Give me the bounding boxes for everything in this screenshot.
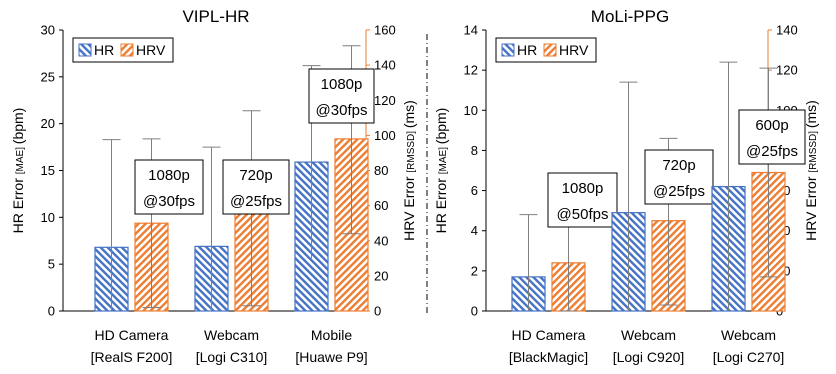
category-label: Mobile [311, 327, 352, 343]
category-sublabel: [Huawe P9] [295, 349, 367, 365]
y-tick-label: 20 [41, 116, 55, 131]
y2-axis-label-unit: (ms) [803, 100, 819, 128]
y2-axis-label: HRV Error [RMSSD] (ms) [803, 100, 819, 241]
resolution-box [308, 68, 375, 124]
category-sublabel: [BlackMagic] [509, 349, 588, 365]
y2-axis-label: HRV Error [RMSSD] (ms) [401, 100, 417, 241]
y2-tick-label: 0 [374, 304, 381, 319]
category-label: Webcam [621, 327, 676, 343]
legend-swatch-hrv [120, 43, 134, 57]
category-label: HD Camera [512, 327, 586, 343]
y-axis-label-unit: (bpm) [433, 108, 449, 145]
chart-panel-vipl-hr: VIPL-HR 0 5 10 15 20 25 30 0 20 40 60 80 100 120 140 160… [10, 7, 417, 365]
y2-axis-label-sub: [RMSSD] [808, 128, 819, 172]
resolution-label: 720p [662, 157, 695, 174]
y-tick-label: 14 [464, 23, 478, 38]
legend-swatch-hrv [543, 43, 557, 57]
category-label: Webcam [721, 327, 776, 343]
y2-axis-label-sub: [RMSSD] [406, 128, 417, 172]
category-sublabel: [Logi C310] [196, 349, 268, 365]
resolution-label: 1080p [148, 167, 190, 184]
fps-label: @25fps [230, 193, 282, 210]
resolution-box [738, 109, 806, 165]
chart-title: VIPL-HR [182, 7, 249, 26]
y-axis-label-sub: [MAE] [15, 144, 26, 174]
y-axis-label-sub: [MAE] [438, 144, 449, 174]
y-tick-label: 10 [41, 210, 55, 225]
resolution-box [644, 149, 714, 205]
legend-swatch-hr [501, 43, 515, 57]
y-tick-label: 4 [471, 223, 478, 238]
resolution-label: 1080p [321, 76, 363, 93]
resolution-label: 1080p [562, 180, 604, 197]
y-axis-label-main: HR Error [433, 174, 449, 233]
legend-label-hrv: HRV [136, 42, 166, 58]
fps-label: @30fps [143, 193, 195, 210]
y-axis-label-main: HR Error [10, 174, 26, 233]
y2-tick-label: 80 [374, 163, 388, 178]
y-tick-label: 0 [471, 304, 478, 319]
y2-tick-label: 40 [374, 233, 388, 248]
y2-tick-label: 100 [374, 128, 396, 143]
y-tick-label: 5 [48, 257, 55, 272]
y-tick-label: 2 [471, 263, 478, 278]
y-tick-label: 12 [464, 63, 478, 78]
fps-label: @30fps [316, 102, 368, 119]
y-axis-label: HR Error [MAE] (bpm) [433, 108, 449, 234]
fps-label: @25fps [746, 143, 798, 160]
fps-label: @50fps [557, 206, 609, 223]
y-tick-label: 30 [41, 23, 55, 38]
y-tick-label: 0 [48, 304, 55, 319]
y2-tick-label: 160 [374, 23, 396, 38]
legend-label-hr: HR [517, 42, 537, 58]
legend-label-hrv: HRV [559, 42, 589, 58]
y-tick-label: 10 [464, 103, 478, 118]
resolution-label: 720p [239, 167, 272, 184]
fps-label: @25fps [653, 183, 705, 200]
category-label: HD Camera [95, 327, 169, 343]
y-tick-label: 25 [41, 69, 55, 84]
y-tick-label: 8 [471, 143, 478, 158]
category-sublabel: [Logi C920] [613, 349, 685, 365]
y2-tick-label: 20 [374, 268, 388, 283]
y-tick-label: 15 [41, 163, 55, 178]
resolution-box [222, 159, 290, 215]
legend-label-hr: HR [94, 42, 114, 58]
y2-tick-label: 140 [374, 58, 396, 73]
y-axis-label: HR Error [MAE] (bpm) [10, 108, 26, 234]
y-axis-label-unit: (bpm) [10, 108, 26, 145]
chart-title: MoLi-PPG [591, 7, 669, 26]
category-label: Webcam [204, 327, 259, 343]
y2-tick-label: 120 [374, 93, 396, 108]
resolution-box [547, 172, 618, 228]
y2-axis-label-main: HRV Error [803, 173, 819, 241]
y-tick-label: 6 [471, 183, 478, 198]
y2-tick-label: 60 [374, 198, 388, 213]
y2-axis-label-main: HRV Error [401, 173, 417, 241]
resolution-box [134, 159, 204, 215]
resolution-label: 600p [755, 117, 788, 134]
y2-tick-label: 140 [776, 23, 798, 38]
category-sublabel: [RealS F200] [91, 349, 173, 365]
category-sublabel: [Logi C270] [713, 349, 785, 365]
y2-tick-label: 120 [776, 63, 798, 78]
chart-panel-moli-ppg: MoLi-PPG02468101214020406080100120140HR … [433, 7, 819, 365]
legend-swatch-hr [78, 43, 92, 57]
y2-axis-label-unit: (ms) [401, 100, 417, 128]
